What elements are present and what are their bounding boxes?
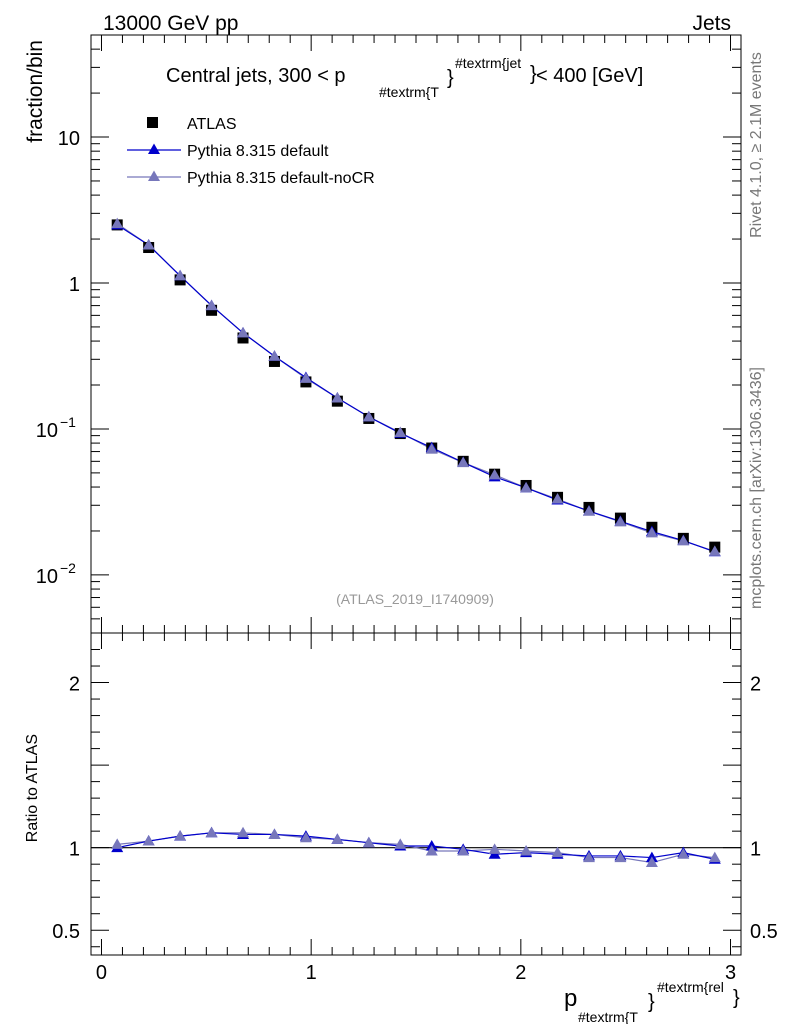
title-prefix: Central jets, 300 < p xyxy=(166,65,346,87)
main-nocr-point xyxy=(488,468,501,480)
main-atlas-point xyxy=(268,355,280,367)
main-ticks xyxy=(91,34,741,634)
ratio-ticks xyxy=(91,632,741,955)
ratio-default-line xyxy=(117,832,715,860)
ratio-y-tick-label-right: 1 xyxy=(750,839,761,861)
header-process-label: Jets xyxy=(692,12,731,35)
ratio-nocr-point xyxy=(614,851,627,863)
x-axis-label-brace-2: } xyxy=(733,987,740,1009)
ratio-nocr-point xyxy=(708,851,721,863)
x-axis-label: p xyxy=(564,985,577,1012)
ratio-nocr-point xyxy=(520,844,533,856)
main-series xyxy=(111,217,721,557)
legend-nocr-label: Pythia 8.315 default-noCR xyxy=(187,170,375,187)
legend-atlas-marker xyxy=(147,117,158,128)
legend-default-label: Pythia 8.315 default xyxy=(187,143,329,160)
ratio-panel-frame xyxy=(90,632,742,956)
x-axis-label-superscript: #textrm{rel xyxy=(657,979,724,995)
ratio-nocr-point xyxy=(488,843,501,854)
ratio-nocr-point xyxy=(362,836,375,848)
main-y-tick-label: 10 xyxy=(58,128,80,150)
main-nocr-point xyxy=(425,443,438,454)
ratio-panel: 2 2 1 1 0.5 0.5 0 1 2 3 Ratio to ATLAS p #textrm… xyxy=(24,632,778,1024)
x-tick-label: 1 xyxy=(306,962,317,984)
ratio-nocr-point xyxy=(142,835,155,846)
ratio-nocr-point xyxy=(331,833,344,844)
ratio-y-tick-label: 1 xyxy=(69,839,80,861)
main-nocr-line xyxy=(116,223,715,552)
legend-default-marker xyxy=(148,143,160,154)
ratio-nocr-point xyxy=(299,831,312,843)
ratio-nocr-point xyxy=(677,848,690,859)
main-y-tick-label: 10 xyxy=(36,566,58,588)
ratio-nocr-point xyxy=(237,826,250,838)
main-nocr-point xyxy=(677,534,690,546)
main-title: Central jets, 300 < p xyxy=(166,65,346,87)
x-axis-label-subscript: #textrm{T xyxy=(578,1009,638,1024)
mcplots-label: mcplots.cern.ch [arXiv:1306.3436] xyxy=(748,367,765,609)
main-nocr-point xyxy=(268,350,281,361)
ratio-y-tick-label: 2 xyxy=(69,674,80,696)
main-y-tick-exponent: −1 xyxy=(60,414,76,430)
ratio-y-tick-label: 0.5 xyxy=(52,921,80,943)
x-tick-label: 2 xyxy=(515,962,526,984)
header-energy-label: 13000 GeV pp xyxy=(103,12,238,35)
main-nocr-point xyxy=(457,456,470,468)
main-nocr-point xyxy=(174,269,187,281)
main-nocr-point xyxy=(582,505,595,516)
analysis-watermark: (ATLAS_2019_I1740909) xyxy=(336,591,494,607)
main-nocr-point xyxy=(142,239,155,250)
main-nocr-point xyxy=(237,326,250,338)
ratio-y-tick-label-right: 2 xyxy=(750,674,761,696)
main-y-tick-label: 10 xyxy=(36,420,58,442)
main-default-line xyxy=(116,224,715,553)
title-brace: } xyxy=(447,67,454,89)
ratio-nocr-point xyxy=(174,830,187,841)
main-nocr-point xyxy=(614,515,627,527)
ratio-nocr-point xyxy=(457,844,470,856)
ratio-series xyxy=(111,826,721,868)
main-nocr-point xyxy=(551,493,564,504)
x-tick-labels: 0 1 2 3 xyxy=(96,962,736,984)
ratio-nocr-point xyxy=(582,851,595,863)
main-nocr-point xyxy=(394,426,407,438)
ratio-nocr-point xyxy=(394,838,407,849)
main-y-tick-label: 1 xyxy=(69,274,80,296)
legend: ATLAS Pythia 8.315 default Pythia 8.315 … xyxy=(127,116,375,187)
main-nocr-point xyxy=(205,299,218,311)
ratio-nocr-point xyxy=(551,846,564,858)
x-tick-label: 0 xyxy=(96,962,107,984)
ratio-y-axis-label: Ratio to ATLAS xyxy=(24,734,41,842)
main-nocr-point xyxy=(362,410,375,422)
ratio-nocr-point xyxy=(111,838,124,849)
main-nocr-point xyxy=(708,545,721,556)
main-nocr-point xyxy=(645,526,658,538)
main-atlas-point xyxy=(206,304,218,316)
ratio-nocr-point xyxy=(205,826,218,838)
main-nocr-point xyxy=(331,391,344,403)
title-subscript: #textrm{T xyxy=(379,84,439,100)
title-superscript: #textrm{jet xyxy=(455,55,521,71)
main-nocr-point xyxy=(520,481,533,493)
main-nocr-point xyxy=(111,217,124,229)
ratio-y-tick-label-right: 0.5 xyxy=(750,921,778,943)
main-atlas-point xyxy=(237,332,249,344)
ratio-y-tick-labels: 2 2 1 1 0.5 0.5 xyxy=(52,674,778,944)
x-axis-label-brace: } xyxy=(648,991,655,1013)
legend-nocr-marker xyxy=(148,170,160,181)
legend-atlas-label: ATLAS xyxy=(187,116,237,133)
rivet-version-label: Rivet 4.1.0, ≥ 2.1M events xyxy=(748,52,765,238)
main-y-axis-label: fraction/bin xyxy=(24,40,47,143)
title-suffix: < 400 [GeV] xyxy=(536,65,643,87)
main-y-tick-exponent: −2 xyxy=(60,560,76,576)
x-tick-label: 3 xyxy=(725,962,736,984)
title-brace-2: } xyxy=(530,63,537,85)
ratio-nocr-point xyxy=(645,856,658,868)
main-nocr-point xyxy=(299,372,312,383)
ratio-nocr-point xyxy=(268,828,281,839)
ratio-nocr-point xyxy=(425,844,438,856)
